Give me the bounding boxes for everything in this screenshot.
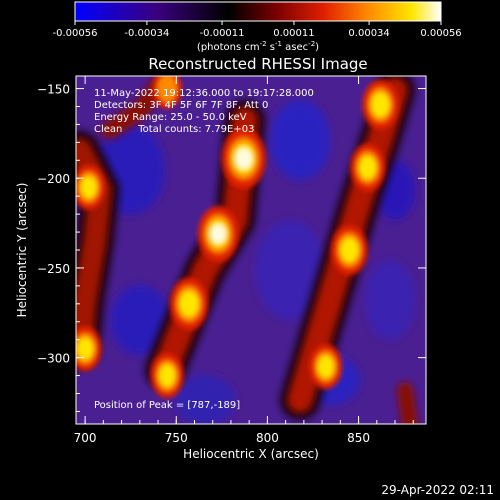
info-energy-range: Energy Range: 25.0 - 50.0 keV xyxy=(94,112,247,123)
info-clean-counts: Clean Total counts: 7.79E+03 xyxy=(94,124,254,135)
emission-source xyxy=(152,76,182,109)
colorbar-tick-label: 0.00011 xyxy=(273,28,314,39)
emission-source xyxy=(331,225,368,275)
timestamp: 29-Apr-2022 02:11 xyxy=(381,483,494,497)
emission-source xyxy=(76,326,102,372)
colorbar-tick-label: -0.00011 xyxy=(200,28,245,39)
emission-source xyxy=(309,344,343,390)
y-tick-label: −250 xyxy=(37,262,70,276)
y-tick-label: −150 xyxy=(37,83,70,97)
info-time-range: 11-May-2022 19:12:36.000 to 19:17:28.000 xyxy=(94,88,314,99)
x-tick-label: 700 xyxy=(74,431,97,445)
colorbar-tick-label: 0.00056 xyxy=(420,28,461,39)
info-detectors: Detectors: 3F 4F 5F 6F 7F 8F, Att 0 xyxy=(94,100,268,111)
colorbar-ticks: -0.00056 -0.00034 -0.00011 0.00011 0.00034 0.… xyxy=(53,21,462,39)
chart-title: Reconstructed RHESSI Image xyxy=(148,55,367,73)
colorbar-tick-label: -0.00056 xyxy=(53,28,98,39)
colorbar-unit-label: (photons cm-2 s-1 asec-2) xyxy=(197,40,319,53)
emission-source xyxy=(350,143,385,192)
emission-source xyxy=(150,352,184,399)
x-tick-label: 800 xyxy=(256,431,279,445)
heatmap-image xyxy=(76,76,426,424)
x-tick-label: 750 xyxy=(165,431,188,445)
colorbar-tick-label: -0.00034 xyxy=(124,28,169,39)
y-tick-label: −300 xyxy=(37,352,70,366)
emission-source xyxy=(362,79,399,130)
colorbar-gradient xyxy=(74,1,442,22)
y-axis: −150 −200 −250 −300 xyxy=(37,83,426,412)
emission-source xyxy=(170,277,209,330)
emission-source xyxy=(76,164,106,210)
x-axis: 700 750 800 850 xyxy=(74,76,414,445)
emission-sources xyxy=(76,76,399,399)
x-tick-label: 850 xyxy=(347,431,370,445)
peak-position-label: Position of Peak = [787,-189] xyxy=(94,400,240,411)
emission-source xyxy=(197,206,239,262)
info-overlay: 11-May-2022 19:12:36.000 to 19:17:28.000… xyxy=(94,88,314,411)
x-axis-label: Heliocentric X (arcsec) xyxy=(183,447,319,461)
colorbar-tick-label: 0.00034 xyxy=(348,28,389,39)
colorbar: -0.00056 -0.00034 -0.00011 0.00011 0.00034 0.… xyxy=(53,1,462,53)
y-axis-label: Heliocentric Y (arcsec) xyxy=(15,183,29,318)
y-tick-label: −200 xyxy=(37,172,70,186)
emission-source xyxy=(221,128,266,189)
